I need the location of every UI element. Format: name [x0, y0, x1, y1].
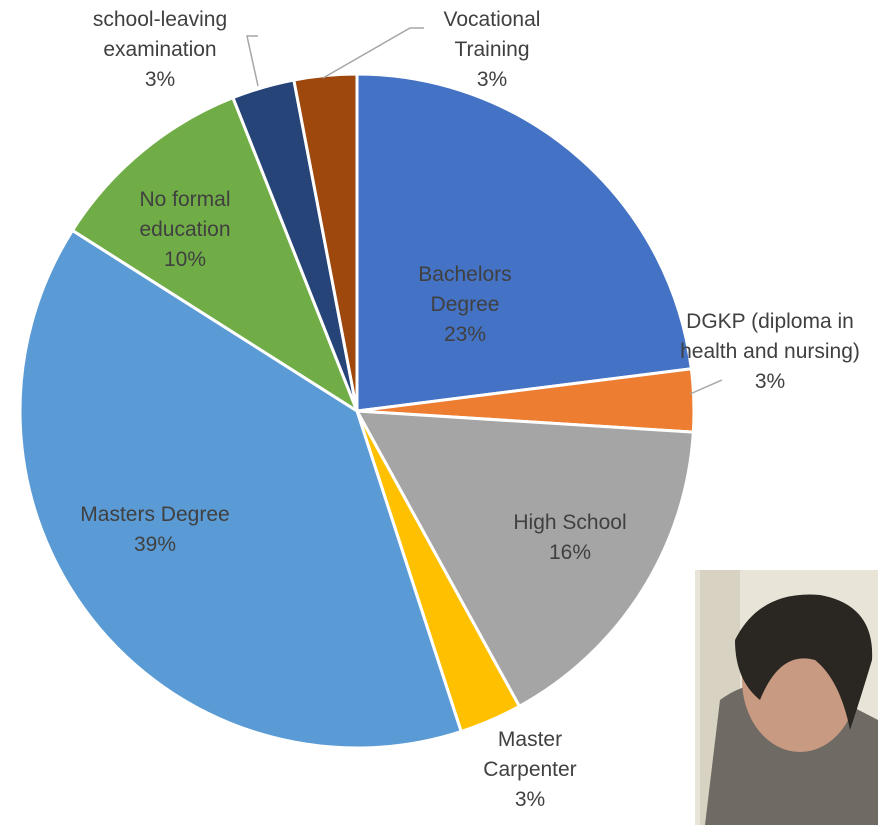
slice-label: Bachelors Degree 23%: [400, 260, 530, 350]
slice-category: Bachelors Degree: [418, 263, 512, 316]
slice-category: school-leaving examination: [92, 8, 228, 61]
pie-slice: [292, 72, 359, 412]
slice-category: Master Carpenter: [483, 728, 577, 781]
pie-slice: [354, 409, 695, 709]
slice-label: No formal education 10%: [115, 185, 255, 275]
leader-line: [246, 35, 259, 87]
leader-line: [322, 27, 424, 79]
slice-value-label: 10%: [163, 248, 207, 271]
slice-value-label: 3%: [144, 68, 176, 91]
leader-line: [689, 379, 723, 395]
slice-category: High School: [513, 511, 627, 534]
slice-label: school-leaving examination 3%: [60, 5, 260, 95]
slice-category: Masters Degree: [80, 503, 230, 526]
slice-value-label: 3%: [754, 370, 786, 393]
pie-slice: [18, 228, 464, 750]
slice-value-label: 23%: [443, 323, 487, 346]
slice-label: Vocational Training 3%: [417, 5, 567, 95]
slice-value-label: 39%: [133, 533, 177, 556]
pie-slice: [355, 72, 694, 413]
leader-lines: [246, 27, 723, 395]
pie-slice: [70, 95, 361, 415]
slice-value-label: 3%: [514, 788, 546, 811]
slice-label: High School 16%: [480, 508, 660, 568]
slice-value-label: 16%: [548, 541, 592, 564]
slice-label: DGKP (diploma in health and nursing) 3%: [678, 307, 863, 397]
slice-label: Master Carpenter 3%: [465, 725, 595, 815]
slice-category: Vocational Training: [443, 8, 541, 61]
slice-category: DGKP (diploma in health and nursing): [680, 310, 860, 363]
slice-value-label: 3%: [476, 68, 508, 91]
photo: [695, 570, 878, 825]
slice-label: Masters Degree 39%: [40, 500, 270, 560]
slice-category: No formal education: [139, 188, 231, 241]
photo-hair: [735, 594, 873, 730]
